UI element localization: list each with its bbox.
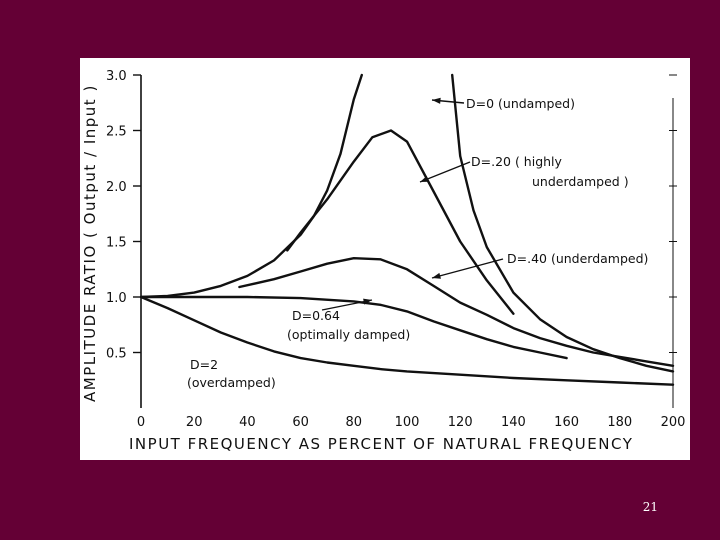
curve-d2: [139, 295, 675, 386]
x-tick-label: 40: [239, 415, 256, 430]
x-tick-label: 100: [395, 415, 420, 430]
x-tick-label: 60: [292, 415, 309, 430]
y-tick-label: 1.5: [106, 236, 127, 251]
curves: [139, 73, 675, 386]
page-number: 21: [642, 500, 658, 514]
arrowhead-d40: [432, 272, 441, 279]
y-tick-label: 2.5: [106, 125, 127, 140]
x-tick-label: 120: [448, 415, 473, 430]
arrow-d64: [321, 299, 373, 311]
y-axis-title: AMPLITUDE RATIO ( Output / Input ): [81, 84, 99, 402]
curve-d40: [238, 257, 675, 367]
label-d64: D=0.64: [292, 308, 340, 323]
arrowhead-d0: [432, 97, 441, 104]
x-tick-label: 0: [137, 415, 145, 430]
label-d20: underdamped ): [532, 174, 629, 189]
arrow-d40: [431, 258, 504, 279]
x-tick-label: 140: [501, 415, 526, 430]
x-axis-title: INPUT FREQUENCY AS PERCENT OF NATURAL FR…: [129, 435, 633, 453]
x-tick-label: 80: [346, 415, 363, 430]
chart-svg: 0.5 1.0 1.5 2.0 2.5 3.0 0 20 40 60 80 100 120 140 160 1…: [81, 69, 685, 453]
label-d0: D=0 (undamped): [466, 96, 575, 111]
arrowhead-d64: [363, 298, 372, 305]
y-tick-label: 1.0: [106, 291, 127, 306]
label-d40: D=.40 (underdamped): [507, 251, 648, 266]
label-d64: (optimally damped): [287, 327, 410, 342]
tick-marks: [133, 74, 677, 354]
annotations: D=0 (undamped) D=.20 ( highly underdamped …: [187, 96, 648, 390]
y-tick-label: 3.0: [106, 69, 127, 84]
x-tick-label: 180: [607, 415, 632, 430]
axes: [140, 75, 674, 408]
chart-figure: 0.5 1.0 1.5 2.0 2.5 3.0 0 20 40 60 80 100 120 140 160 1…: [80, 58, 690, 460]
curve-d64: [139, 295, 568, 360]
curve-d20: [286, 129, 515, 315]
curve-d0: [451, 73, 675, 373]
label-d20: D=.20 ( highly: [471, 154, 563, 169]
x-tick-label: 160: [554, 415, 579, 430]
label-d2: D=2: [190, 357, 218, 372]
y-tick-label: 0.5: [106, 347, 127, 362]
tick-labels: 0.5 1.0 1.5 2.0 2.5 3.0 0 20 40 60 80 100 120 140 160 1…: [106, 69, 685, 430]
arrow-d20: [419, 161, 471, 183]
arrowhead-d20: [420, 175, 429, 182]
curve-d0: [139, 73, 363, 299]
y-tick-label: 2.0: [106, 180, 127, 195]
x-tick-label: 200: [661, 415, 686, 430]
label-d2: (overdamped): [187, 375, 276, 390]
x-tick-label: 20: [186, 415, 203, 430]
